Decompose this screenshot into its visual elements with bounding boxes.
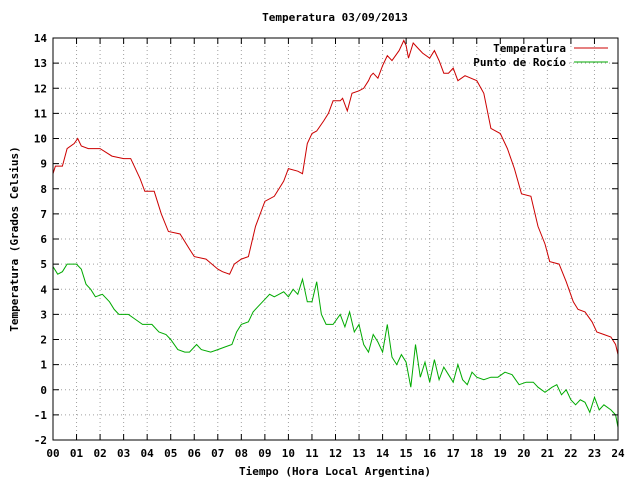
legend-label-punto-de-rocio: Punto de Rocío [473, 56, 566, 69]
x-tick-label: 01 [70, 447, 84, 460]
punto-de-rocio-line [52, 263, 619, 428]
y-tick-label: 2 [40, 334, 47, 347]
y-tick-label: 12 [34, 82, 47, 95]
x-tick-label: 13 [352, 447, 365, 460]
y-axis-label: Temperatura (Grados Celsius) [8, 146, 21, 331]
y-tick-label: 13 [34, 57, 47, 70]
grid [53, 38, 618, 440]
legend: Temperatura Punto de Rocío [473, 42, 608, 69]
y-tick-label: 14 [34, 32, 48, 45]
x-tick-label: 24 [611, 447, 625, 460]
x-tick-label: 07 [211, 447, 224, 460]
x-tick-label: 05 [164, 447, 177, 460]
y-tick-label: -2 [34, 434, 47, 447]
chart-title: Temperatura 03/09/2013 [262, 11, 408, 24]
x-tick-label: 12 [329, 447, 342, 460]
y-tick-label: 7 [40, 208, 47, 221]
x-tick-label: 14 [376, 447, 390, 460]
x-tick-label: 06 [188, 447, 202, 460]
x-tick-label: 11 [305, 447, 319, 460]
x-tick-label: 18 [470, 447, 483, 460]
y-tick-label: 8 [40, 183, 47, 196]
x-tick-label: 21 [541, 447, 555, 460]
series-lines [52, 39, 619, 428]
ticks [52, 37, 619, 441]
y-tick-label: 4 [40, 283, 47, 296]
x-tick-label: 22 [564, 447, 577, 460]
x-tick-label: 16 [423, 447, 437, 460]
x-tick-label: 08 [235, 447, 248, 460]
x-tick-label: 19 [494, 447, 507, 460]
y-tick-label: 11 [34, 107, 48, 120]
x-tick-label: 17 [447, 447, 460, 460]
temperatura-line [52, 39, 619, 355]
x-tick-label: 00 [46, 447, 59, 460]
y-tick-label: 1 [40, 359, 47, 372]
y-tick-label: -1 [34, 409, 48, 422]
x-tick-label: 23 [588, 447, 601, 460]
y-tick-label: 10 [34, 133, 47, 146]
x-tick-label: 15 [400, 447, 413, 460]
x-tick-label: 03 [117, 447, 130, 460]
x-tick-label: 04 [141, 447, 155, 460]
legend-label-temperatura: Temperatura [493, 42, 566, 55]
y-tick-label: 3 [40, 308, 47, 321]
y-tick-label: 5 [40, 258, 47, 271]
x-tick-label: 10 [282, 447, 295, 460]
y-tick-label: 6 [40, 233, 47, 246]
x-tick-label: 09 [258, 447, 271, 460]
y-tick-label: 0 [40, 384, 47, 397]
x-axis-label: Tiempo (Hora Local Argentina) [239, 465, 431, 478]
x-tick-label: 02 [93, 447, 106, 460]
x-tick-label: 20 [517, 447, 530, 460]
y-tick-label: 9 [40, 158, 47, 171]
